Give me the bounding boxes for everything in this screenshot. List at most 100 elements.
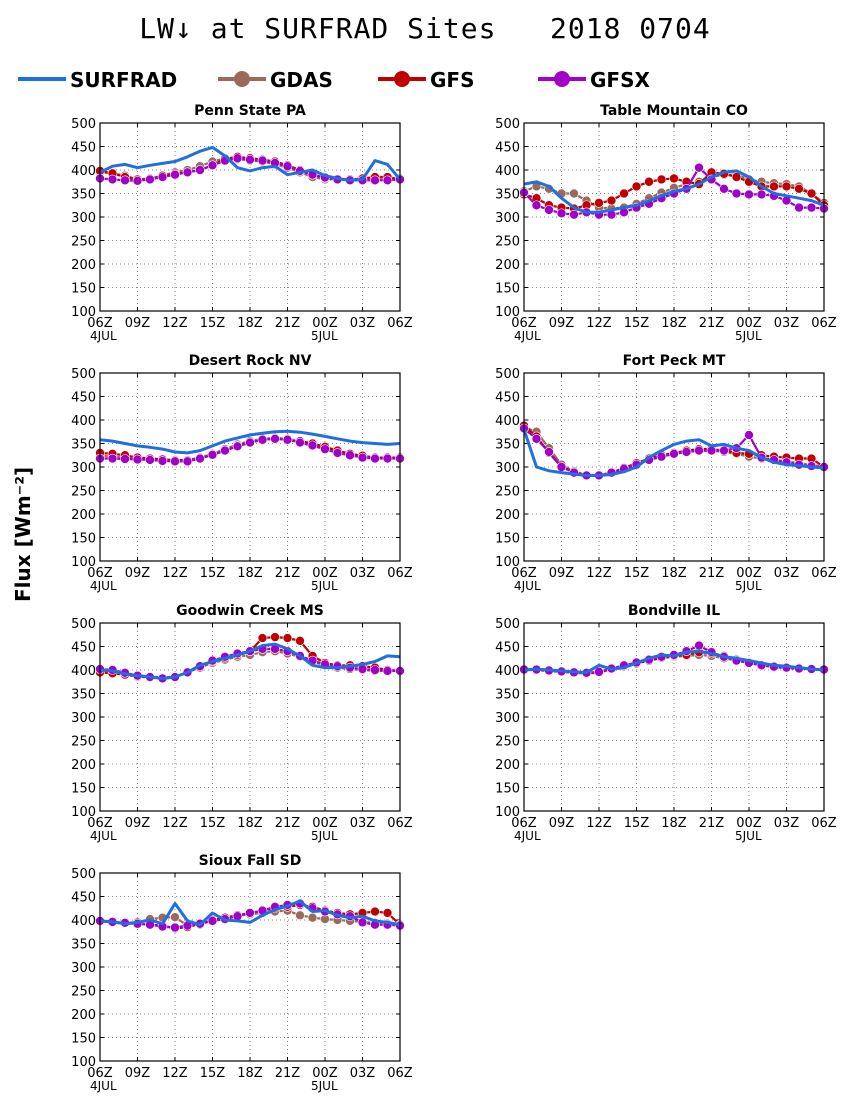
x-tick-label: 12Z: [162, 316, 188, 331]
y-tick-label: 250: [495, 235, 520, 250]
date-label: 4JUL: [90, 1079, 117, 1093]
panel-title: Table Mountain CO: [600, 103, 748, 119]
point-gfs: [606, 195, 617, 206]
point-gfs: [656, 174, 667, 185]
point-gfs: [669, 173, 679, 184]
x-tick-label: 18Z: [237, 816, 263, 831]
x-tick-label: 03Z: [350, 316, 376, 331]
x-tick-label: 06Z: [87, 316, 113, 331]
x-tick-label: 12Z: [162, 1066, 188, 1081]
point-gfsx: [282, 434, 293, 445]
date-label: 5JUL: [735, 579, 762, 593]
point-gfsx: [132, 454, 143, 465]
point-gfsx: [544, 205, 554, 215]
point-gfsx: [669, 449, 679, 459]
series-line-surfrad: [522, 428, 825, 477]
panel-title: Fort Peck MT: [623, 353, 726, 369]
point-gfs: [781, 181, 792, 192]
point-gfsx: [794, 202, 804, 213]
x-tick-label: 18Z: [237, 566, 263, 581]
x-tick-label: 06Z: [811, 816, 837, 831]
y-tick-label: 200: [495, 758, 520, 773]
y-tick-label: 450: [495, 391, 520, 406]
y-tick-label: 200: [71, 508, 96, 523]
point-gfsx: [731, 188, 742, 199]
point-gfsx: [257, 434, 268, 445]
point-gfs: [257, 633, 268, 643]
panel-frame: [523, 622, 825, 812]
y-tick-label: 150: [495, 782, 520, 797]
x-tick-label: 00Z: [736, 316, 762, 331]
panel-sioux-fall-sd: Sioux Fall SD 06Z 09Z 12Z 15Z 18Z 21Z 00Z 03Z 06Z…: [71, 853, 413, 1093]
point-gfsx: [232, 153, 243, 164]
x-tick-label: 15Z: [200, 816, 226, 831]
y-tick-label: 300: [71, 461, 96, 476]
y-tick-label: 450: [71, 141, 96, 156]
legend-label-gfs: GFS: [430, 68, 475, 92]
date-label: 5JUL: [311, 329, 338, 343]
x-tick-label: 03Z: [350, 816, 376, 831]
point-gdas: [569, 188, 579, 199]
point-gfs: [282, 633, 293, 643]
point-gfsx: [382, 175, 393, 186]
y-tick-label: 200: [71, 758, 96, 773]
y-tick-label: 100: [71, 1055, 96, 1070]
x-tick-label: 12Z: [586, 816, 612, 831]
x-tick-label: 03Z: [774, 566, 800, 581]
point-gfsx: [220, 445, 230, 456]
series-line-surfrad: [523, 169, 825, 214]
x-tick-label: 15Z: [624, 316, 650, 331]
y-tick-label: 300: [71, 211, 96, 226]
y-tick-label: 350: [71, 188, 96, 203]
y-tick-label: 400: [71, 164, 96, 179]
x-tick-label: 12Z: [586, 566, 612, 581]
point-gfsx: [245, 437, 255, 448]
point-gfs: [270, 632, 280, 642]
x-tick-label: 12Z: [162, 816, 188, 831]
point-gfs: [644, 176, 654, 187]
x-tick-label: 12Z: [162, 566, 188, 581]
point-gfsx: [145, 455, 155, 465]
x-tick-label: 15Z: [624, 816, 650, 831]
point-gfsx: [107, 174, 118, 185]
x-tick-label: 09Z: [125, 566, 151, 581]
x-tick-label: 06Z: [811, 566, 837, 581]
y-tick-label: 250: [495, 735, 520, 750]
y-tick-label: 350: [495, 438, 520, 453]
legend-label-surfrad: SURFRAD: [70, 68, 178, 92]
legend-label-gfsx: GFSX: [590, 68, 650, 92]
point-gfsx: [382, 666, 393, 676]
point-gfsx: [806, 202, 817, 213]
x-tick-label: 00Z: [736, 816, 762, 831]
y-tick-label: 150: [495, 282, 520, 297]
y-tick-label: 100: [71, 805, 96, 820]
x-tick-label: 21Z: [275, 566, 301, 581]
date-label: 4JUL: [90, 579, 117, 593]
x-tick-label: 06Z: [387, 816, 413, 831]
y-tick-label: 150: [495, 532, 520, 547]
x-tick-label: 00Z: [312, 816, 338, 831]
x-tick-label: 03Z: [350, 1066, 376, 1081]
point-gfsx: [207, 449, 218, 460]
point-gfsx: [107, 453, 118, 464]
point-gfsx: [744, 189, 754, 200]
y-tick-label: 100: [495, 305, 520, 320]
x-tick-label: 21Z: [275, 1066, 301, 1081]
x-tick-label: 18Z: [237, 316, 263, 331]
y-tick-label: 200: [495, 258, 520, 273]
x-tick-label: 15Z: [200, 566, 226, 581]
x-tick-label: 00Z: [312, 1066, 338, 1081]
date-label: 5JUL: [311, 579, 338, 593]
y-tick-label: 350: [71, 688, 96, 703]
x-tick-label: 21Z: [275, 816, 301, 831]
panel-frame: [523, 372, 825, 562]
point-gfsx: [270, 433, 280, 444]
point-gfsx: [170, 169, 180, 180]
x-tick-label: 00Z: [312, 566, 338, 581]
point-gfsx: [556, 462, 567, 472]
point-gfsx: [120, 175, 130, 186]
y-tick-label: 450: [495, 641, 520, 656]
x-tick-label: 03Z: [774, 816, 800, 831]
x-tick-label: 00Z: [736, 566, 762, 581]
